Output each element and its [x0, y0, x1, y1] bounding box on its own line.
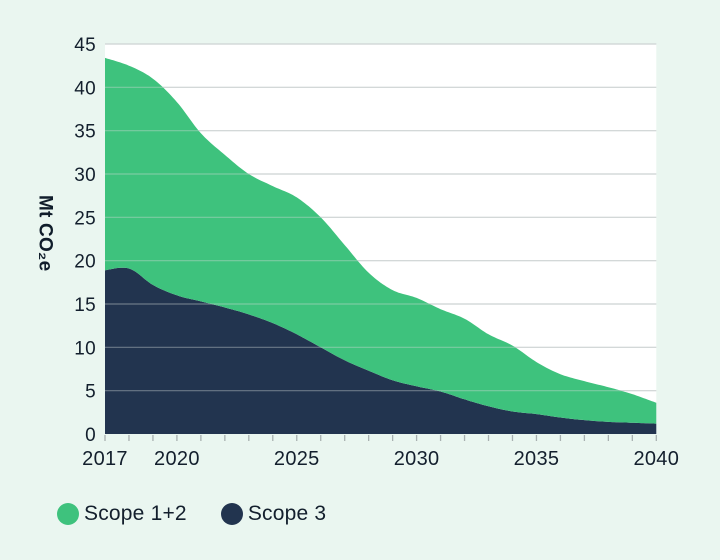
- y-tick-label: 40: [74, 78, 96, 99]
- legend-label-scope-3: Scope 3: [247, 502, 327, 525]
- y-tick-label: 10: [74, 338, 96, 359]
- y-tick-label: 35: [74, 122, 96, 143]
- y-tick-label: 0: [85, 425, 96, 446]
- y-tick-label: 30: [74, 165, 96, 186]
- x-tick-label: 2017: [82, 448, 128, 470]
- y-tick-label: 15: [74, 295, 96, 316]
- area-scope-3: [105, 267, 657, 434]
- x-tick-label: 2025: [274, 448, 320, 470]
- x-tick-label: 2035: [514, 448, 560, 470]
- chart-legend: Scope 1+2 Scope 3: [57, 502, 326, 526]
- y-tick-label: 5: [85, 382, 96, 403]
- legend-dot-scope-3-icon: [220, 503, 243, 525]
- x-tick-label: 2040: [633, 448, 679, 470]
- y-tick-label: 45: [74, 35, 96, 56]
- legend-item-scope-1-2: Scope 1+2: [57, 502, 187, 526]
- legend-label-scope-1-2: Scope 1+2: [84, 502, 187, 525]
- legend-item-scope-3: Scope 3: [220, 502, 327, 526]
- legend-dot-scope-1-2-icon: [57, 503, 79, 525]
- x-tick-label: 2030: [394, 448, 440, 470]
- y-axis-title: Mt CO₂e: [34, 195, 56, 272]
- y-tick-label: 20: [74, 252, 96, 273]
- x-tick-label: 2020: [154, 448, 200, 470]
- area-scope-1-2: [105, 57, 657, 424]
- y-tick-label: 25: [74, 208, 96, 229]
